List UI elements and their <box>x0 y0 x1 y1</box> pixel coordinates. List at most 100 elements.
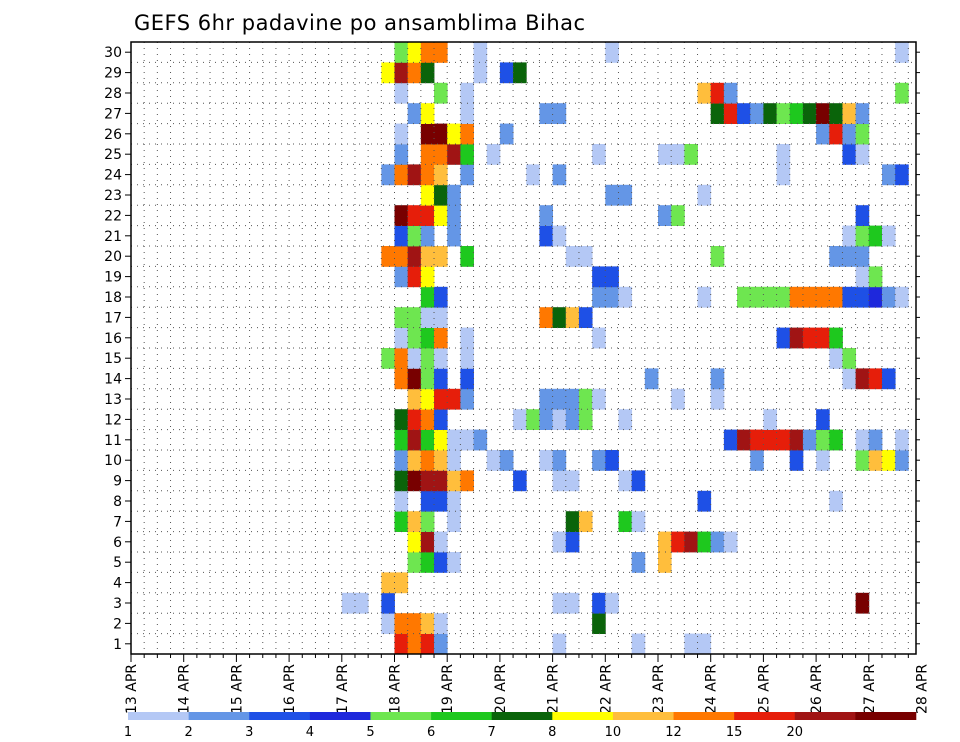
heatmap-cell <box>420 633 435 655</box>
heatmap-cell <box>420 490 435 512</box>
heatmap-cell <box>802 429 817 451</box>
heatmap-cell <box>829 429 843 451</box>
heatmap-cell <box>816 103 830 124</box>
heatmap-cell <box>855 368 870 390</box>
heatmap-cell <box>842 348 857 369</box>
x-tick-label: 27 APR <box>862 664 878 714</box>
heatmap-cell <box>486 450 501 471</box>
heatmap-cell <box>855 205 870 226</box>
heatmap-cell <box>565 592 580 614</box>
x-tick-label: 18 APR <box>388 664 404 714</box>
heatmap-cell <box>447 450 461 471</box>
heatmap-cell <box>697 286 712 308</box>
heatmap-cell <box>776 327 791 349</box>
heatmap-cell <box>618 184 633 206</box>
heatmap-cell <box>552 409 567 430</box>
heatmap-cell <box>420 164 435 186</box>
heatmap-cell <box>842 123 857 145</box>
heatmap-cell <box>776 164 791 186</box>
heatmap-cell <box>881 164 896 186</box>
heatmap-cell <box>631 511 646 532</box>
heatmap-cell <box>420 450 435 471</box>
heatmap-cell <box>434 123 448 145</box>
heatmap-cell <box>420 511 435 532</box>
heatmap-cell <box>592 388 606 410</box>
y-tick-label: 20 <box>104 249 122 265</box>
heatmap-cell <box>420 613 435 634</box>
y-tick-label: 5 <box>113 555 122 571</box>
heatmap-cell <box>855 246 870 267</box>
heatmap-cell <box>631 552 646 573</box>
legend-label: 20 <box>786 725 803 740</box>
heatmap-cell <box>420 531 435 553</box>
heatmap-cell <box>381 246 395 267</box>
legend-swatch <box>612 712 674 720</box>
heatmap-cell <box>565 470 580 492</box>
heatmap-cell <box>565 307 580 328</box>
y-tick-label: 17 <box>104 310 122 326</box>
y-tick-label: 30 <box>104 45 122 61</box>
heatmap-cell <box>434 327 448 349</box>
heatmap-cell <box>750 103 764 124</box>
heatmap-cell <box>420 348 435 369</box>
heatmap-cell <box>684 531 698 553</box>
heatmap-cell <box>434 429 448 451</box>
heatmap-cell <box>592 613 606 634</box>
y-tick-label: 9 <box>113 474 122 490</box>
heatmap-cell <box>394 123 409 145</box>
heatmap-cell <box>420 388 435 410</box>
legend-label: 4 <box>306 725 314 740</box>
legend-label: 2 <box>184 725 192 740</box>
heatmap-cell <box>697 82 712 104</box>
heatmap-cell <box>684 144 698 165</box>
heatmap-cell <box>552 307 567 328</box>
x-tick-label: 28 APR <box>915 664 931 714</box>
x-tick-label: 26 APR <box>809 664 825 714</box>
y-tick-label: 26 <box>104 127 122 143</box>
y-tick-label: 16 <box>104 331 122 347</box>
heatmap-cell <box>763 103 777 124</box>
heatmap-cell <box>565 511 580 532</box>
y-tick-label: 13 <box>104 392 122 408</box>
heatmap-cell <box>868 225 883 247</box>
heatmap-cell <box>855 592 870 614</box>
heatmap-cell <box>420 327 435 349</box>
x-tick-label: 23 APR <box>651 664 667 714</box>
heatmap-cell <box>750 450 764 471</box>
heatmap-cell <box>460 368 474 390</box>
heatmap-cell <box>605 286 619 308</box>
heatmap-cell <box>842 286 857 308</box>
heatmap-cell <box>420 144 435 165</box>
heatmap-cell <box>737 429 751 451</box>
legend-label: 12 <box>665 725 682 740</box>
heatmap-cell <box>394 490 409 512</box>
heatmap-cell <box>460 388 474 410</box>
heatmap-cell <box>394 633 409 655</box>
heatmap-cell <box>829 103 843 124</box>
heatmap-cell <box>723 429 738 451</box>
heatmap-cell <box>855 266 870 288</box>
heatmap-cell <box>723 82 738 104</box>
heatmap-cell <box>578 409 593 430</box>
y-tick-label: 23 <box>104 188 122 204</box>
heatmap-cell <box>750 429 764 451</box>
legend-swatch <box>249 712 311 720</box>
heatmap-cell <box>394 429 409 451</box>
heatmap-cell <box>407 62 422 84</box>
heatmap-cell <box>447 388 461 410</box>
heatmap-cell <box>434 633 448 655</box>
heatmap-cell <box>434 307 448 328</box>
heatmap-cell <box>460 164 474 186</box>
heatmap-cell <box>407 552 422 573</box>
heatmap-cell <box>776 429 791 451</box>
heatmap-cell <box>552 164 567 186</box>
heatmap-cell <box>697 633 712 655</box>
heatmap-cell <box>578 246 593 267</box>
heatmap-cell <box>855 450 870 471</box>
heatmap-cell <box>802 103 817 124</box>
heatmap-cell <box>829 348 843 369</box>
heatmap-cell <box>605 184 619 206</box>
heatmap-cell <box>697 490 712 512</box>
heatmap-cell <box>434 450 448 471</box>
heatmap-cell <box>407 307 422 328</box>
